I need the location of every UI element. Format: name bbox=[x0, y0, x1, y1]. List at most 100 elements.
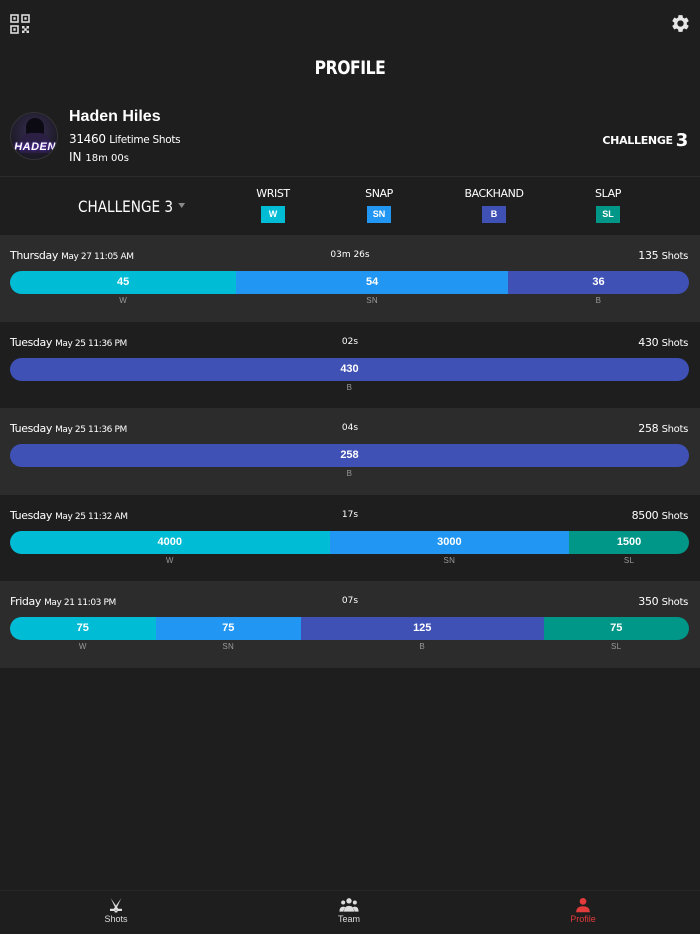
bar-segment-w: 45 bbox=[10, 271, 237, 294]
legend-label: SLAP bbox=[595, 187, 621, 200]
bar-segment-w: 75 bbox=[10, 617, 156, 640]
segment-label: SL bbox=[623, 555, 635, 565]
settings-button[interactable] bbox=[670, 13, 691, 34]
session-shot-label: Shots bbox=[661, 597, 689, 608]
session-row[interactable]: Thursday May 27 11:05 AM 03m 26s 135 Shots… bbox=[0, 235, 700, 322]
legend-label: SNAP bbox=[365, 187, 393, 200]
segment-label: SN bbox=[443, 555, 456, 565]
bar-segment-b: 125 bbox=[301, 617, 544, 640]
nav-tab-team[interactable]: Team bbox=[309, 897, 389, 924]
challenge-indicator: CHALLENGE 3 bbox=[602, 130, 688, 151]
shot-breakdown-bar: 75 75 125 75 bbox=[10, 617, 689, 640]
legend-chip: SL bbox=[596, 206, 620, 223]
legend-chip: SN bbox=[367, 206, 391, 223]
session-row[interactable]: Friday May 21 11:03 PM 07s 350 Shots 75 75 12… bbox=[0, 581, 700, 668]
bar-segment-b: 258 bbox=[10, 444, 689, 467]
challenge-dropdown[interactable]: CHALLENGE 3 bbox=[78, 197, 185, 216]
session-list: Thursday May 27 11:05 AM 03m 26s 135 Shots… bbox=[0, 235, 700, 668]
challenge-number: 3 bbox=[675, 130, 689, 151]
segment-label: W bbox=[119, 296, 128, 305]
person-icon bbox=[576, 898, 590, 913]
session-row[interactable]: Tuesday May 25 11:36 PM 02s 430 Shots 430 B bbox=[0, 321, 700, 408]
session-date: Tuesday May 25 11:36 PM bbox=[10, 422, 127, 435]
page-title: PROFILE bbox=[314, 57, 386, 79]
segment-label: B bbox=[346, 382, 353, 392]
session-datetime: May 27 11:05 AM bbox=[61, 252, 134, 262]
session-row[interactable]: Tuesday May 25 11:36 PM 04s 258 Shots 258 B bbox=[0, 408, 700, 495]
session-datetime: May 21 11:03 PM bbox=[44, 598, 116, 608]
session-shot-number: 8500 bbox=[631, 508, 659, 522]
session-shot-count: 430 Shots bbox=[638, 336, 688, 349]
shot-breakdown-labels: B bbox=[10, 383, 689, 392]
nav-label-shots: Shots bbox=[104, 914, 128, 924]
bar-segment-b: 36 bbox=[507, 271, 689, 294]
nav-tab-shots[interactable]: Shots bbox=[76, 897, 156, 924]
session-date: Friday May 21 11:03 PM bbox=[10, 595, 116, 608]
qr-code-button[interactable] bbox=[10, 14, 30, 34]
session-day: Tuesday bbox=[10, 335, 52, 349]
legend-chip: W bbox=[261, 206, 285, 223]
session-day: Friday bbox=[10, 595, 41, 608]
session-shot-number: 135 bbox=[638, 249, 659, 262]
duration-value: 18m 00s bbox=[85, 153, 129, 164]
bar-segment-sn: 54 bbox=[236, 271, 508, 294]
session-datetime: May 25 11:36 PM bbox=[55, 425, 127, 435]
segment-label: B bbox=[595, 296, 602, 305]
session-date: Tuesday May 25 11:36 PM bbox=[10, 336, 127, 349]
shot-breakdown-labels: B bbox=[10, 469, 689, 478]
segment-label: W bbox=[165, 555, 174, 565]
session-duration: 04s bbox=[341, 423, 359, 433]
avatar[interactable]: HADEN bbox=[10, 112, 58, 160]
session-shot-count: 350 Shots bbox=[638, 595, 688, 608]
shot-breakdown-bar: 4000 3000 1500 bbox=[10, 530, 689, 554]
legend-chip: B bbox=[482, 206, 506, 223]
segment-label: B bbox=[346, 469, 353, 478]
challenge-label: CHALLENGE bbox=[602, 134, 673, 147]
bar-segment-w: 4000 bbox=[10, 530, 330, 554]
legend-label: BACKHAND bbox=[464, 187, 524, 200]
top-bar: PROFILE bbox=[0, 0, 700, 100]
legend-item-slap: SLAP SL bbox=[568, 187, 648, 223]
shot-breakdown-labels: W SN B SL bbox=[10, 642, 689, 651]
lifetime-duration: IN 18m 00s bbox=[69, 150, 129, 164]
session-row[interactable]: Tuesday May 25 11:32 AM 17s 8500 Shots 4000… bbox=[0, 494, 700, 581]
profile-summary: HADEN Haden Hiles 31460 Lifetime Shots I… bbox=[0, 104, 700, 176]
bar-segment-sn: 3000 bbox=[329, 530, 570, 554]
session-duration: 17s bbox=[341, 509, 359, 520]
shot-breakdown-labels: W SN B bbox=[10, 296, 689, 305]
bar-segment-sl: 1500 bbox=[569, 530, 689, 554]
session-shot-number: 430 bbox=[638, 335, 659, 349]
nav-label-profile: Profile bbox=[570, 914, 596, 924]
session-day: Thursday bbox=[10, 249, 58, 262]
player-name: Haden Hiles bbox=[69, 108, 161, 125]
session-shot-label: Shots bbox=[661, 510, 689, 522]
legend-item-snap: SNAP SN bbox=[339, 187, 419, 223]
segment-label: SN bbox=[366, 296, 378, 305]
segment-label: SN bbox=[222, 642, 235, 651]
session-shot-number: 258 bbox=[638, 422, 659, 435]
nav-label-team: Team bbox=[337, 914, 360, 924]
hockey-sticks-icon bbox=[110, 898, 122, 913]
lifetime-shots-count: 31460 bbox=[69, 132, 106, 146]
session-duration: 02s bbox=[341, 336, 359, 347]
caret-down-icon bbox=[178, 203, 185, 208]
session-shot-label: Shots bbox=[661, 337, 689, 349]
bottom-navigation: Shots Team Profile bbox=[0, 890, 700, 934]
legend-item-wrist: WRIST W bbox=[233, 187, 313, 223]
session-datetime: May 25 11:36 PM bbox=[55, 338, 127, 349]
lifetime-shots-label: Lifetime Shots bbox=[109, 134, 181, 146]
avatar-logo-text: HADEN bbox=[14, 141, 56, 153]
session-duration: 03m 26s bbox=[330, 250, 370, 260]
duration-prefix: IN bbox=[69, 150, 82, 164]
session-shot-label: Shots bbox=[661, 251, 689, 262]
segment-label: SL bbox=[611, 642, 622, 651]
session-shot-count: 135 Shots bbox=[638, 249, 688, 262]
session-datetime: May 25 11:32 AM bbox=[55, 511, 128, 522]
nav-tab-profile[interactable]: Profile bbox=[543, 897, 623, 924]
legend-label: WRIST bbox=[256, 187, 290, 200]
session-shot-number: 350 bbox=[638, 595, 659, 608]
legend-item-backhand: BACKHAND B bbox=[454, 187, 534, 223]
session-day: Tuesday bbox=[10, 422, 52, 435]
shot-type-legend-bar: CHALLENGE 3 WRIST W SNAP SN BACKHAND B SLAP SL bbox=[0, 176, 700, 234]
bar-segment-b: 430 bbox=[10, 357, 689, 381]
